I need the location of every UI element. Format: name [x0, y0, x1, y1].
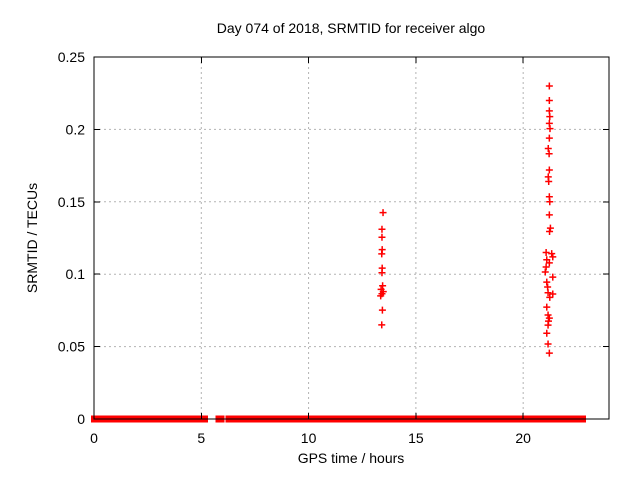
x-axis-label: GPS time / hours: [298, 450, 405, 466]
chart-title: Day 074 of 2018, SRMTID for receiver alg…: [217, 20, 486, 36]
data-point-plus: [546, 224, 554, 232]
grid-layer: [94, 57, 609, 419]
axes-layer: [93, 56, 610, 420]
plot-border: [93, 56, 610, 420]
x-tick-label: 20: [515, 430, 531, 446]
y-tick-label: 0.15: [58, 194, 85, 210]
data-point-plus: [549, 253, 557, 261]
data-point-plus: [546, 125, 554, 133]
data-point-plus: [544, 145, 552, 153]
y-tick-label: 0.1: [66, 266, 86, 282]
data-point-plus: [545, 150, 553, 158]
data-point-plus: [546, 293, 554, 301]
data-point-plus: [377, 292, 385, 300]
data-point-plus: [545, 166, 553, 174]
data-point-plus: [378, 233, 386, 241]
x-tick-label: 10: [301, 430, 317, 446]
data-point-plus: [545, 178, 553, 186]
data-point-plus: [542, 263, 550, 271]
y-tick-label: 0.2: [66, 121, 86, 137]
data-point-plus: [546, 113, 554, 121]
data-point-plus: [545, 134, 553, 142]
data-point-plus: [545, 211, 553, 219]
data-point-plus: [545, 259, 553, 267]
data-point-plus: [378, 306, 386, 314]
data-point-plus: [545, 96, 553, 104]
data-point-plus: [543, 329, 551, 337]
data-point-plus: [544, 289, 552, 297]
data-point-plus: [549, 273, 557, 281]
data-point-plus: [545, 349, 553, 357]
data-point-plus: [542, 248, 550, 256]
data-point-plus: [379, 209, 387, 217]
y-tick-label: 0: [77, 411, 85, 427]
data-point-plus: [378, 269, 386, 277]
data-point-plus: [546, 227, 554, 235]
data-point-plus: [378, 225, 386, 233]
data-point-plus: [545, 82, 553, 90]
x-tick-label: 0: [90, 430, 98, 446]
data-point-plus: [544, 340, 552, 348]
data-point-plus: [378, 321, 386, 329]
data-point-plus: [541, 268, 549, 276]
data-layer: [91, 82, 587, 423]
data-point-plus: [543, 303, 551, 311]
data-point-plus: [544, 321, 552, 329]
data-point-plus: [546, 198, 554, 206]
tick-labels-layer: 0 5 10 15 20 0 0.05 0.1 0.15 0.2 0.25: [58, 49, 531, 446]
data-point-plus: [378, 250, 386, 258]
x-tick-label: 15: [408, 430, 424, 446]
data-point-plus: [548, 250, 556, 258]
x-tick-label: 5: [197, 430, 205, 446]
y-tick-label: 0.05: [58, 339, 85, 355]
y-axis-label: SRMTID / TECUs: [24, 183, 40, 293]
y-tick-label: 0.25: [58, 49, 85, 65]
data-point-plus: [543, 278, 551, 286]
